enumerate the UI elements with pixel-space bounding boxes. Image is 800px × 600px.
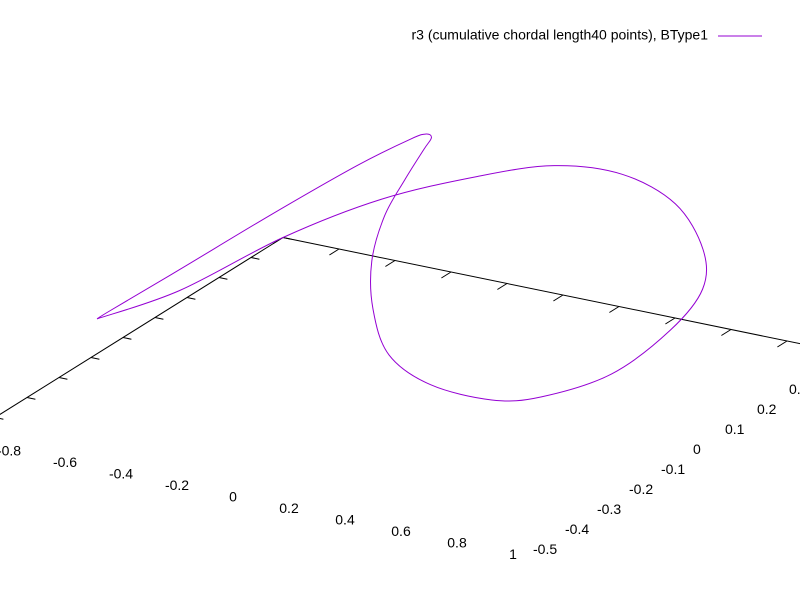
x-tick-label: 1 — [509, 546, 517, 562]
y-tick-label: -0.3 — [597, 501, 621, 517]
y-tick — [58, 377, 68, 380]
y-tick — [186, 297, 196, 300]
y-tick-label: -0.5 — [533, 541, 557, 557]
y-tick — [282, 237, 292, 240]
y-tick-label: -0.4 — [565, 521, 589, 537]
x-tick — [441, 271, 452, 279]
x-tick-label: 0.4 — [335, 512, 355, 528]
y-tick-label: 0.2 — [757, 401, 777, 417]
y-tick — [90, 357, 100, 360]
x-tick — [553, 294, 564, 302]
x-tick-label: -0.8 — [0, 443, 21, 459]
x-tick-label: 0.2 — [279, 500, 299, 516]
x-tick — [609, 306, 620, 313]
x-tick-label: 0 — [229, 489, 237, 505]
y-tick — [250, 257, 260, 260]
x-tick — [497, 283, 508, 290]
x-tick-label: -0.4 — [109, 466, 133, 482]
x-tick-label: -0.2 — [165, 477, 189, 493]
x-tick — [385, 260, 396, 267]
y-tick — [0, 418, 4, 420]
y-tick-label: 0 — [693, 441, 701, 457]
y-tick-label: -0.1 — [661, 461, 685, 477]
x-tick — [777, 340, 788, 348]
x-tick — [665, 317, 676, 325]
x-tick-label: 0.8 — [447, 535, 467, 551]
y-tick-label: 0.3 — [789, 381, 800, 397]
legend-label: r3 (cumulative chordal length40 points),… — [412, 27, 709, 43]
x-tick — [329, 248, 340, 256]
y-tick — [154, 317, 164, 320]
curve — [96, 133, 708, 402]
y-tick — [26, 397, 36, 400]
x-tick — [721, 329, 732, 336]
x-tick-label: 0.6 — [391, 523, 411, 539]
y-axis-line — [0, 237, 284, 415]
y-tick-label: -0.2 — [629, 481, 653, 497]
y-tick — [122, 337, 132, 340]
y-tick-label: 0.1 — [725, 421, 745, 437]
y-tick — [218, 277, 228, 280]
x-tick-label: -0.6 — [53, 454, 77, 470]
